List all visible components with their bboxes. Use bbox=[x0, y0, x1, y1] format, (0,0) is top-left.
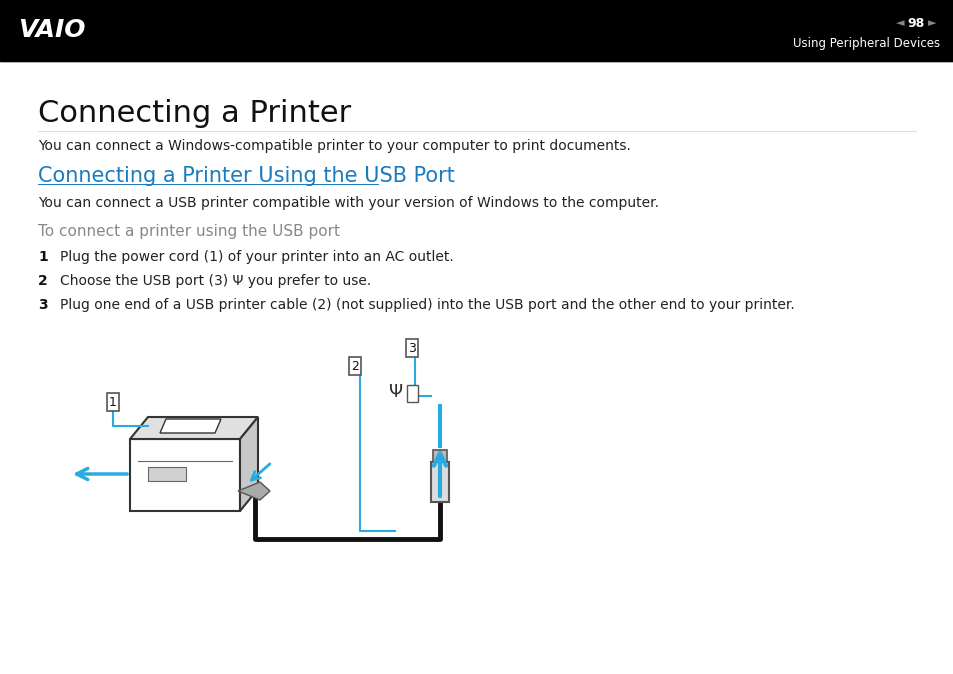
Text: To connect a printer using the USB port: To connect a printer using the USB port bbox=[38, 224, 339, 239]
Text: Using Peripheral Devices: Using Peripheral Devices bbox=[792, 37, 939, 50]
Text: Connecting a Printer Using the USB Port: Connecting a Printer Using the USB Port bbox=[38, 166, 455, 185]
Text: Plug the power cord (1) of your printer into an AC outlet.: Plug the power cord (1) of your printer … bbox=[60, 249, 454, 264]
Text: 3: 3 bbox=[38, 298, 48, 311]
Polygon shape bbox=[130, 439, 240, 511]
Text: 3: 3 bbox=[408, 342, 416, 355]
Polygon shape bbox=[237, 482, 270, 500]
Text: Ψ: Ψ bbox=[389, 383, 402, 401]
Text: ◄: ◄ bbox=[895, 18, 903, 28]
Bar bbox=[407, 385, 417, 402]
Text: Connecting a Printer: Connecting a Printer bbox=[38, 98, 351, 127]
Text: You can connect a Windows-compatible printer to your computer to print documents: You can connect a Windows-compatible pri… bbox=[38, 139, 630, 152]
Bar bbox=[431, 462, 449, 502]
Text: ►: ► bbox=[926, 18, 935, 28]
Polygon shape bbox=[130, 417, 257, 439]
Bar bbox=[433, 450, 447, 462]
Text: Choose the USB port (3) Ψ you prefer to use.: Choose the USB port (3) Ψ you prefer to … bbox=[60, 274, 371, 288]
Text: 2: 2 bbox=[351, 359, 358, 373]
Text: 1: 1 bbox=[109, 396, 117, 408]
Text: Plug one end of a USB printer cable (2) (not supplied) into the USB port and the: Plug one end of a USB printer cable (2) … bbox=[60, 298, 794, 311]
Text: VAIO: VAIO bbox=[18, 18, 86, 42]
Text: 1: 1 bbox=[38, 249, 48, 264]
Text: You can connect a USB printer compatible with your version of Windows to the com: You can connect a USB printer compatible… bbox=[38, 195, 659, 210]
Bar bbox=[148, 467, 186, 481]
Polygon shape bbox=[240, 417, 257, 511]
Polygon shape bbox=[160, 419, 221, 433]
Text: 2: 2 bbox=[38, 274, 48, 288]
Text: 98: 98 bbox=[906, 17, 923, 30]
Bar bbox=[0, 0, 953, 61]
